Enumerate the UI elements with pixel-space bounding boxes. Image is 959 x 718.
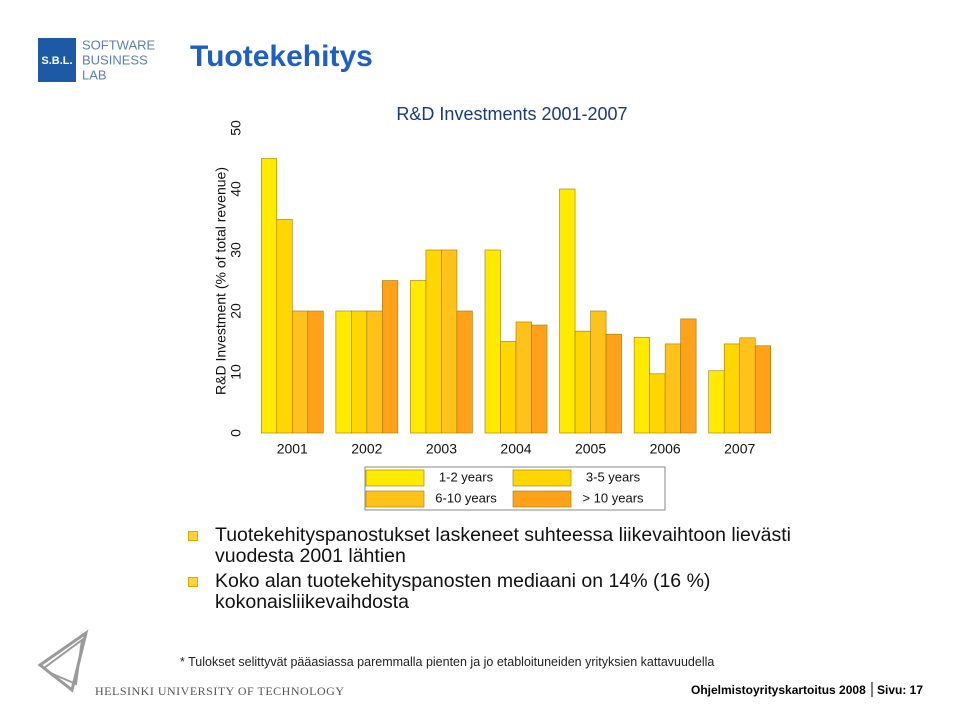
logo-mark: S.B.L. xyxy=(41,55,72,67)
x-tick-label: 2003 xyxy=(426,441,457,457)
chart-title: R&D Investments 2001-2007 xyxy=(396,104,627,124)
bar xyxy=(260,158,278,434)
bar xyxy=(680,318,697,434)
bar xyxy=(410,280,427,434)
slide-title: Tuotekehitys xyxy=(190,40,373,73)
legend-label: > 10 years xyxy=(582,490,644,505)
bar xyxy=(633,336,650,434)
legend-label: 3-5 years xyxy=(586,469,641,484)
bar xyxy=(441,249,458,434)
legend-label: 1-2 years xyxy=(439,469,494,484)
bar xyxy=(484,249,501,434)
bar xyxy=(307,310,324,434)
y-tick-label: 0 xyxy=(228,429,244,437)
bar xyxy=(531,324,548,434)
footer-page: Sivu: 17 xyxy=(877,683,924,697)
bar xyxy=(664,343,681,434)
logo-word: SOFTWARE xyxy=(82,37,156,52)
bar xyxy=(366,310,383,434)
bar xyxy=(574,330,591,434)
bar xyxy=(559,188,576,434)
x-tick-label: 2002 xyxy=(351,441,382,457)
bar xyxy=(649,373,666,434)
footnote: * Tulokset selittyvät pääasiassa paremma… xyxy=(180,655,715,669)
logo-word: BUSINESS xyxy=(82,52,148,67)
y-tick-label: 40 xyxy=(228,181,244,197)
x-tick-label: 2006 xyxy=(650,441,681,457)
bar xyxy=(605,333,622,434)
x-tick-label: 2001 xyxy=(277,441,308,457)
bar xyxy=(382,280,399,434)
y-tick-label: 10 xyxy=(228,364,244,380)
legend-swatch xyxy=(512,490,572,508)
footer-document: Ohjelmistoyrityskartoitus 2008 xyxy=(691,683,866,697)
legend-swatch xyxy=(512,469,572,487)
bar xyxy=(291,310,309,434)
bullet: Tuotekehityspanostukset laskeneet suhtee… xyxy=(188,525,855,567)
logo-box xyxy=(38,38,76,82)
legend-box xyxy=(364,466,666,511)
x-tick-label: 2005 xyxy=(575,441,606,457)
chart: 0 10 20 30 40 50 2001 2002 2003 2004 2005 2006 2007 1… xyxy=(228,120,772,508)
legend-swatch xyxy=(365,469,425,487)
bar xyxy=(590,310,607,434)
bullet: Koko alan tuotekehityspanosten mediaani … xyxy=(188,571,855,613)
legend-swatch xyxy=(365,490,425,508)
x-tick-label: 2007 xyxy=(724,441,755,457)
university-logo xyxy=(43,637,84,686)
bar xyxy=(335,310,352,434)
bar xyxy=(708,370,725,434)
bar xyxy=(425,249,442,434)
logo-word: LAB xyxy=(82,67,107,82)
bar xyxy=(723,343,741,434)
footer-university: HELSINKI UNIVERSITY OF TECHNOLOGY xyxy=(95,684,345,698)
y-tick-label: 20 xyxy=(228,303,244,319)
bar xyxy=(739,337,756,434)
bar xyxy=(276,219,293,434)
y-tick-label: 30 xyxy=(228,242,244,258)
bar xyxy=(515,321,532,434)
y-axis-title: R&D Investment (% of total revenue) xyxy=(213,167,229,395)
x-tick-label: 2004 xyxy=(500,441,531,457)
y-tick-label: 50 xyxy=(228,120,244,136)
bar xyxy=(754,345,772,434)
bar xyxy=(500,341,517,434)
bar xyxy=(456,310,473,434)
bar xyxy=(351,310,368,434)
legend-label: 6-10 years xyxy=(435,490,497,505)
